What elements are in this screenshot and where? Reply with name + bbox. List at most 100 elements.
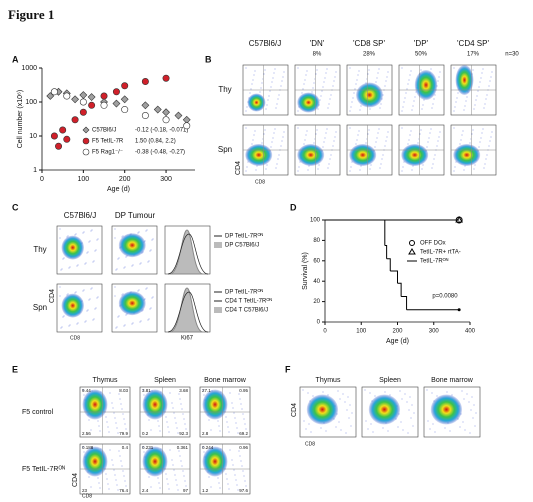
flow-dot [232,407,234,409]
column-title: 'CD8 SP' [353,39,385,48]
flow-dot [273,132,275,134]
flow-dot [233,412,235,414]
flow-dot [449,430,451,432]
quadrant-value: 3.68 [179,388,188,393]
quadrant-value: 8.03 [119,388,128,393]
flow-dot [439,71,441,73]
flow-dot [456,97,458,99]
flow-dot [316,129,318,131]
flow-dot [168,488,170,490]
flow-dot [321,90,323,92]
flow-dot [76,323,78,325]
flow-dot [266,164,268,166]
flow-dot [350,166,352,168]
data-point [100,92,108,100]
axis-label: Survival (%) [302,252,309,290]
y-tick-label: 1 [33,167,37,174]
flow-dot [166,478,168,480]
flow-dot [370,164,372,166]
flow-dot [131,323,133,325]
legend-label: CD4 T C57Bl6/J [225,308,268,314]
flow-dot [325,72,327,74]
flow-dot [228,488,230,490]
flow-dot [157,477,159,479]
flow-dot [267,99,269,101]
flow-dot [148,476,150,478]
flow-dot [114,417,116,419]
flow-dot [469,432,471,434]
flow-dot [386,136,388,138]
flow-dot [479,141,481,143]
flow-dot [97,477,99,479]
flow-dot [138,289,140,291]
row-label: F5 TetIL-7Rᴼᴺ [22,466,65,473]
flow-dot [249,92,251,94]
flow-dot [297,170,299,172]
flow-dot [475,99,477,101]
flow-density [245,144,273,166]
data-point [183,122,191,130]
flow-dot [263,133,265,135]
flow-dot [84,263,86,265]
data-point [162,74,170,82]
flow-dot [218,482,220,484]
flow-dot [139,321,141,323]
data-point [174,111,183,120]
flow-dot [116,268,118,270]
flow-dot [302,88,304,90]
flow-dot [89,298,91,300]
flow-density [430,394,463,425]
flow-dot [98,482,100,484]
quadrant-value: 0.96 [239,445,248,450]
flow-dot [114,286,116,288]
flow-dot [413,100,415,102]
flow-density [61,293,84,318]
flow-dot [86,310,88,312]
flow-dot [105,473,107,475]
flow-dot [327,107,329,109]
flow-dot [82,290,84,292]
flow-dot [125,314,127,316]
flow-dot [355,143,357,145]
flow-dot [304,79,306,81]
flow-dot [377,132,379,134]
flow-dot [229,449,231,451]
flow-dot [159,430,161,432]
flow-dot [408,79,410,81]
flow-dot [351,101,353,103]
flow-dot [119,455,121,457]
flow-dot [272,77,274,79]
flow-dot [419,133,421,135]
flow-dot [117,258,119,260]
flow-dot [122,470,124,472]
flow-dot [471,396,473,398]
flow-dot [387,131,389,133]
flow-dot [459,143,461,145]
quadrant-value: 2.56 [82,431,91,436]
legend-label: TetIL-7R+ rtTA- [420,250,461,256]
flow-dot [174,474,176,476]
legend-stat: -0.38 (-0.48, -0.27) [135,150,185,156]
column-title: 'CD4 SP' [457,39,489,48]
flow-dot [327,167,329,169]
histogram [169,287,204,333]
flow-dot [406,401,408,403]
quadrant-value: 79.9 [119,431,128,436]
flow-dot [115,479,117,481]
flow-dot [236,427,238,429]
flow-dot [254,130,256,132]
flow-dot [468,401,470,403]
flow-dot [482,68,484,70]
flow-dot [369,108,371,110]
flow-dot [421,108,423,110]
flow-dot [140,320,142,322]
data-point [121,106,129,114]
x-tick-label: 300 [429,329,440,335]
flow-dot [401,110,403,112]
flow-dot [400,421,402,423]
flow-dot [485,158,487,160]
flow-dot [348,417,350,419]
flow-dot [266,104,268,106]
flow-dot [461,134,463,136]
